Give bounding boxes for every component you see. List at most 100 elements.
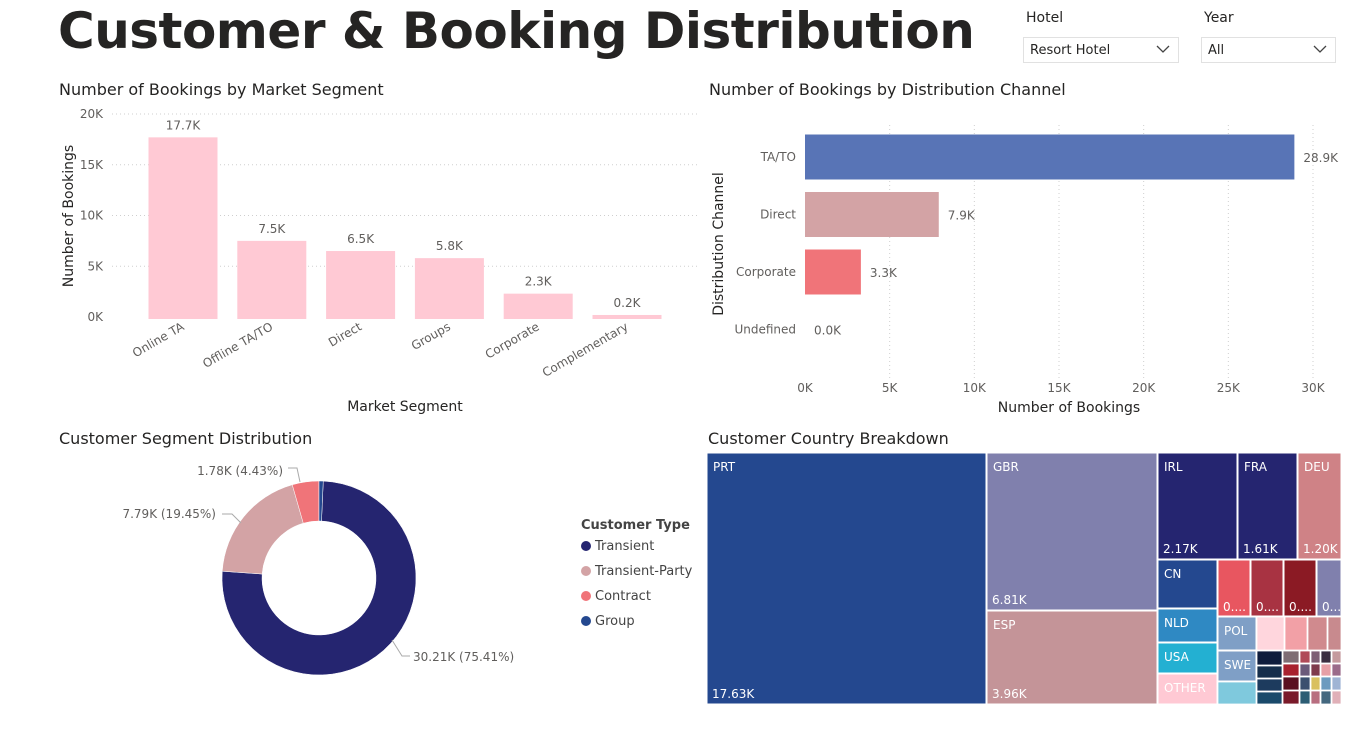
legend-marker [581, 591, 591, 601]
year-dropdown[interactable]: All [1201, 37, 1336, 63]
y-tick-label: Undefined [734, 323, 796, 337]
x-tick-label: 15K [1047, 381, 1071, 395]
treemap-tile-value: 1.20K [1303, 542, 1339, 556]
page-title: Customer & Booking Distribution [58, 2, 975, 60]
treemap-tile-value: 0.... [1322, 600, 1342, 614]
bar-direct [326, 251, 396, 319]
bar-corporate [503, 293, 573, 319]
slice-data-label: 7.79K (19.45%) [122, 507, 216, 521]
x-axis-title: Market Segment [347, 399, 463, 415]
legend-label: Group [595, 614, 635, 629]
slice-transient [221, 480, 417, 676]
distribution-channel-bar-chart: 0K 5K 10K 15K 20K 25K 30K TA/TO 28.9K Direct 7.9K C… [711, 125, 1339, 416]
treemap-tile-value: 3.96K [992, 687, 1028, 701]
x-tick-label: Direct [326, 319, 364, 349]
legend-item[interactable]: Group [581, 614, 692, 629]
treemap-small-tile [1217, 681, 1257, 705]
treemap-tile-label: NLD [1164, 616, 1189, 630]
legend-item[interactable]: Transient [581, 539, 692, 554]
customer-type-legend: Customer Type Transient Transient-Party Co… [581, 518, 692, 639]
treemap-small-tile [1310, 663, 1321, 677]
treemap-tile-esp [986, 610, 1158, 705]
data-label: 7.9K [948, 209, 976, 223]
treemap-tile-value: 0.... [1256, 600, 1279, 614]
treemap-tile-cn [1157, 559, 1218, 609]
distribution-channel-chart-title: Number of Bookings by Distribution Chann… [709, 80, 1066, 99]
treemap-tile-label: GBR [993, 460, 1019, 474]
y-axis-title: Distribution Channel [711, 172, 727, 316]
hotel-dropdown[interactable]: Resort Hotel [1023, 37, 1179, 63]
treemap-small-tile [1331, 690, 1342, 705]
treemap-tile [1283, 559, 1317, 617]
market-segment-chart-title: Number of Bookings by Market Segment [59, 80, 384, 99]
treemap-small-tile [1299, 676, 1311, 691]
data-label: 28.9K [1303, 151, 1339, 165]
treemap-small-tile [1284, 616, 1308, 651]
bar-online-ta [148, 137, 218, 319]
treemap-small-tile [1310, 690, 1321, 705]
slice-data-label: 30.21K (75.41%) [413, 650, 514, 664]
data-label: 2.3K [525, 275, 553, 289]
y-tick-label: Direct [760, 208, 796, 222]
treemap-tile [1316, 559, 1342, 617]
year-slicer-label: Year [1204, 10, 1234, 26]
treemap-small-tile [1256, 616, 1285, 651]
leader-line [222, 513, 242, 524]
y-tick-label: 15K [80, 158, 104, 172]
slice-data-label: 1.78K (4.43%) [197, 464, 283, 478]
treemap-small-tile [1331, 650, 1342, 664]
treemap-small-tile [1299, 663, 1311, 677]
y-tick-label: TA/TO [760, 150, 796, 164]
treemap-small-tile [1331, 676, 1342, 691]
treemap-small-tile [1310, 676, 1321, 691]
treemap-tile-value: 2.17K [1163, 542, 1199, 556]
hotel-dropdown-value: Resort Hotel [1030, 43, 1111, 58]
data-label: 17.7K [166, 118, 202, 132]
x-tick-label: 30K [1301, 381, 1325, 395]
treemap-small-tile [1310, 650, 1321, 664]
treemap-small-tile [1256, 665, 1283, 679]
x-tick-label: Complementary [540, 319, 631, 379]
legend-marker [581, 616, 591, 626]
treemap-tile-irl [1157, 452, 1238, 560]
legend-marker [581, 541, 591, 551]
treemap-small-tile [1256, 691, 1283, 705]
treemap-tile-label: IRL [1164, 460, 1183, 474]
treemap-tile-value: 6.81K [992, 593, 1028, 607]
treemap-tile-value: 0.... [1223, 600, 1246, 614]
treemap-tile-value: 1.61K [1243, 542, 1279, 556]
treemap-small-tile [1282, 650, 1300, 664]
legend-item[interactable]: Transient-Party [581, 564, 692, 579]
y-tick-label: 0K [87, 310, 104, 324]
treemap-small-tile [1299, 650, 1311, 664]
treemap-small-tile [1307, 616, 1328, 651]
treemap-tile-value: 17.63K [712, 687, 755, 701]
x-tick-label: 5K [882, 381, 899, 395]
treemap-tile-gbr [986, 452, 1158, 611]
legend-marker [581, 566, 591, 576]
treemap-tile [1217, 559, 1251, 617]
bar-ta-to [805, 134, 1295, 180]
hotel-slicer-label: Hotel [1026, 10, 1064, 26]
treemap-small-tile [1282, 663, 1300, 677]
treemap-small-tile [1327, 616, 1342, 651]
leader-line [288, 467, 301, 483]
treemap-small-tile [1320, 690, 1332, 705]
y-tick-label: 5K [87, 259, 104, 273]
x-tick-label: Offline TA/TO [200, 319, 275, 370]
treemap-tile-label: FRA [1244, 460, 1268, 474]
leader-line [391, 639, 410, 657]
y-axis-title: Number of Bookings [61, 145, 77, 287]
legend-label: Transient-Party [595, 564, 693, 579]
treemap-small-tile [1282, 676, 1300, 691]
y-tick-label: 20K [80, 107, 104, 121]
legend-item[interactable]: Contract [581, 589, 692, 604]
treemap-tile-prt [706, 452, 987, 705]
data-label: 6.5K [347, 232, 375, 246]
customer-segment-chart-title: Customer Segment Distribution [59, 429, 313, 448]
y-tick-label: 10K [80, 209, 104, 223]
chevron-down-icon [1313, 45, 1327, 53]
treemap-tile-pol [1217, 616, 1257, 651]
data-label: 0.0K [814, 324, 842, 338]
treemap-tile-nld [1157, 608, 1218, 643]
